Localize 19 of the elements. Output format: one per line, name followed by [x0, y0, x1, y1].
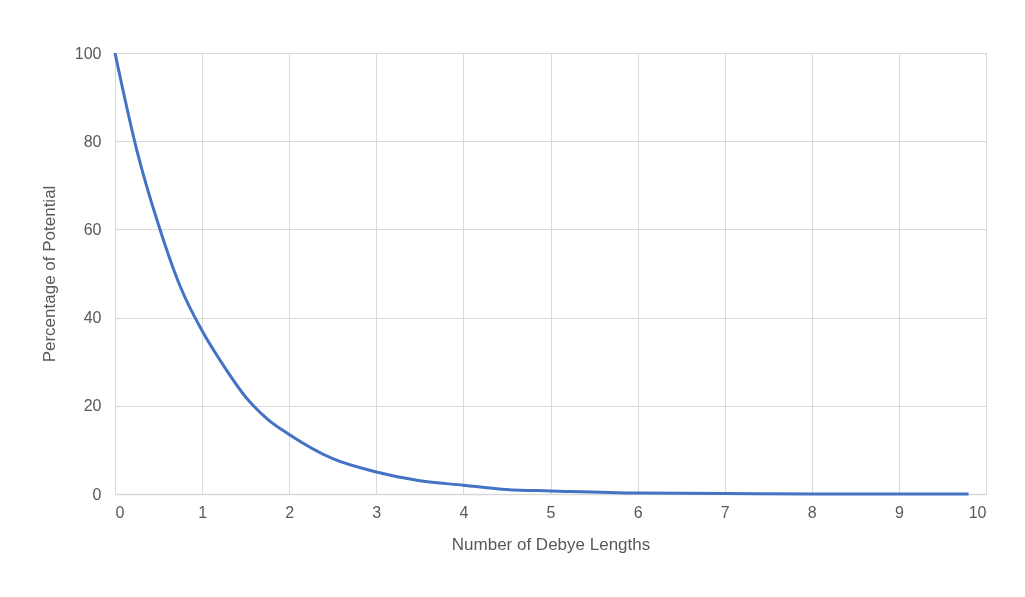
x-tick-label: 9	[894, 503, 904, 521]
x-tick-label: 7	[720, 503, 730, 521]
y-tick-label: 100	[74, 44, 102, 62]
y-axis-title: Percentage of Potential	[39, 185, 59, 363]
x-tick-label: 1	[198, 503, 208, 521]
y-tick-label: 80	[83, 132, 102, 150]
x-tick-label: 10	[968, 503, 987, 521]
x-tick-label: 4	[459, 503, 469, 521]
x-tick-label: 2	[285, 503, 295, 521]
x-tick-label: 5	[546, 503, 556, 521]
x-tick-label: 6	[633, 503, 643, 521]
y-tick-label: 0	[92, 485, 102, 503]
x-tick-label: 3	[372, 503, 382, 521]
x-axis-title: Number of Debye Lengths	[451, 534, 651, 554]
y-tick-label: 40	[83, 309, 102, 327]
x-tick-label: 8	[807, 503, 817, 521]
x-tick-label: 0	[115, 503, 125, 521]
y-tick-label: 20	[83, 397, 102, 415]
y-tick-label: 60	[83, 220, 102, 238]
